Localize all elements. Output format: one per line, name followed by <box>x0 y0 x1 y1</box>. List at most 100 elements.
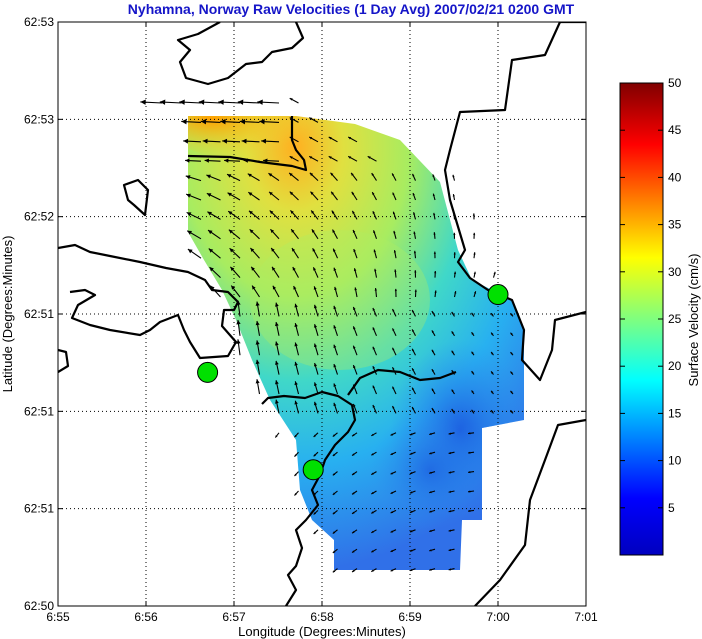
velocity-arrow <box>390 432 397 436</box>
velocity-arrow <box>394 288 397 298</box>
velocity-arrow <box>451 408 455 414</box>
velocity-arrow <box>351 490 358 495</box>
velocity-arrow <box>351 432 358 437</box>
velocity-arrow <box>409 548 416 552</box>
velocity-arrow <box>294 400 300 414</box>
velocity-arrow <box>308 155 319 162</box>
velocity-arrow <box>490 332 494 337</box>
velocity-arrow <box>351 451 358 457</box>
velocity-arrow <box>289 191 299 201</box>
colorbar-tick-label: 50 <box>668 76 682 90</box>
y-tick-label: 62:51 <box>24 307 54 321</box>
velocity-arrow <box>448 509 455 513</box>
velocity-arrow <box>448 471 455 474</box>
velocity-arrow <box>313 324 319 336</box>
velocity-arrow <box>471 409 475 414</box>
velocity-arrow <box>312 267 319 278</box>
velocity-arrow <box>510 390 514 395</box>
velocity-arrow <box>352 384 358 395</box>
colorbar-tick-label: 10 <box>668 454 682 468</box>
velocity-arrow <box>332 548 338 554</box>
velocity-arrow <box>140 99 163 105</box>
velocity-arrow <box>229 266 241 278</box>
velocity-arrow <box>351 509 358 515</box>
velocity-arrow <box>490 371 494 375</box>
velocity-arrow <box>372 346 378 356</box>
velocity-arrow <box>390 568 397 572</box>
velocity-arrow <box>275 399 280 414</box>
x-tick-label: 6:59 <box>398 610 422 624</box>
colorbar-ticks: 5 10 15 20 25 30 35 40 45 50 <box>620 76 682 515</box>
velocity-arrow <box>347 155 358 162</box>
velocity-arrow <box>275 302 280 317</box>
y-tick-label: 62:51 <box>24 502 54 516</box>
velocity-arrow <box>371 471 377 476</box>
colorbar-label: Surface Velocity (cm/s) <box>686 254 701 387</box>
velocity-arrow <box>448 568 455 571</box>
velocity-arrow <box>391 366 397 375</box>
velocity-arrow <box>313 343 319 356</box>
velocity-arrow <box>268 172 280 182</box>
velocity-arrow <box>274 432 280 438</box>
velocity-arrow <box>452 174 456 181</box>
velocity-arrow <box>432 193 436 201</box>
colorbar-tick-label: 25 <box>668 312 682 326</box>
velocity-arrow <box>433 251 437 259</box>
velocity-arrow <box>230 285 241 298</box>
velocity-arrow <box>433 232 436 239</box>
velocity-arrow <box>510 332 514 337</box>
velocity-arrow <box>333 325 339 336</box>
velocity-arrow <box>313 432 319 438</box>
velocity-arrow <box>371 191 377 201</box>
velocity-arrow <box>347 136 358 143</box>
velocity-arrow <box>259 118 280 125</box>
velocity-arrow <box>471 312 475 317</box>
velocity-arrow <box>413 250 417 259</box>
x-axis-label: Longitude (Degrees:Minutes) <box>238 624 406 639</box>
velocity-arrow <box>332 451 338 457</box>
velocity-arrow <box>391 328 397 337</box>
velocity-arrow <box>291 247 299 259</box>
colorbar-tick-label: 45 <box>668 123 682 137</box>
velocity-arrow <box>311 229 319 240</box>
velocity-arrow <box>471 370 475 375</box>
velocity-arrow <box>292 266 299 278</box>
velocity-arrow <box>290 210 299 220</box>
velocity-arrow <box>187 248 202 259</box>
velocity-arrow <box>208 248 221 259</box>
velocity-arrow <box>289 136 299 143</box>
velocity-arrow <box>372 365 378 375</box>
velocity-arrow <box>331 210 338 220</box>
velocity-arrow <box>241 138 260 144</box>
coastline <box>58 22 586 606</box>
velocity-arrow <box>198 99 221 105</box>
velocity-arrow <box>409 490 416 494</box>
velocity-arrow <box>294 381 300 395</box>
velocity-arrow <box>179 99 202 105</box>
velocity-arrow <box>330 172 338 181</box>
velocity-arrow <box>308 117 319 123</box>
velocity-arrow <box>313 382 319 395</box>
map-title: Nyhamna, Norway Raw Velocities (1 Day Av… <box>127 1 575 17</box>
velocity-arrow <box>209 266 221 278</box>
velocity-arrow <box>333 402 339 414</box>
velocity-arrow <box>431 330 436 337</box>
y-tick-label: 62:53 <box>24 15 54 29</box>
grid-lines <box>58 22 586 606</box>
y-tick-label: 62:53 <box>24 112 54 126</box>
velocity-arrow <box>471 390 475 395</box>
velocity-arrow <box>448 451 455 455</box>
velocity-arrow <box>351 548 358 554</box>
velocity-arrow <box>181 118 202 125</box>
velocity-arrow <box>429 568 436 571</box>
velocity-arrow <box>313 451 319 457</box>
velocity-arrow <box>433 212 436 220</box>
velocity-arrow <box>467 432 475 435</box>
velocity-arrow <box>390 451 397 456</box>
velocity-arrow <box>473 252 476 259</box>
velocity-arrow <box>227 210 241 220</box>
velocity-arrow <box>392 192 397 201</box>
velocity-arrow <box>510 312 514 317</box>
velocity-arrow <box>390 548 397 553</box>
